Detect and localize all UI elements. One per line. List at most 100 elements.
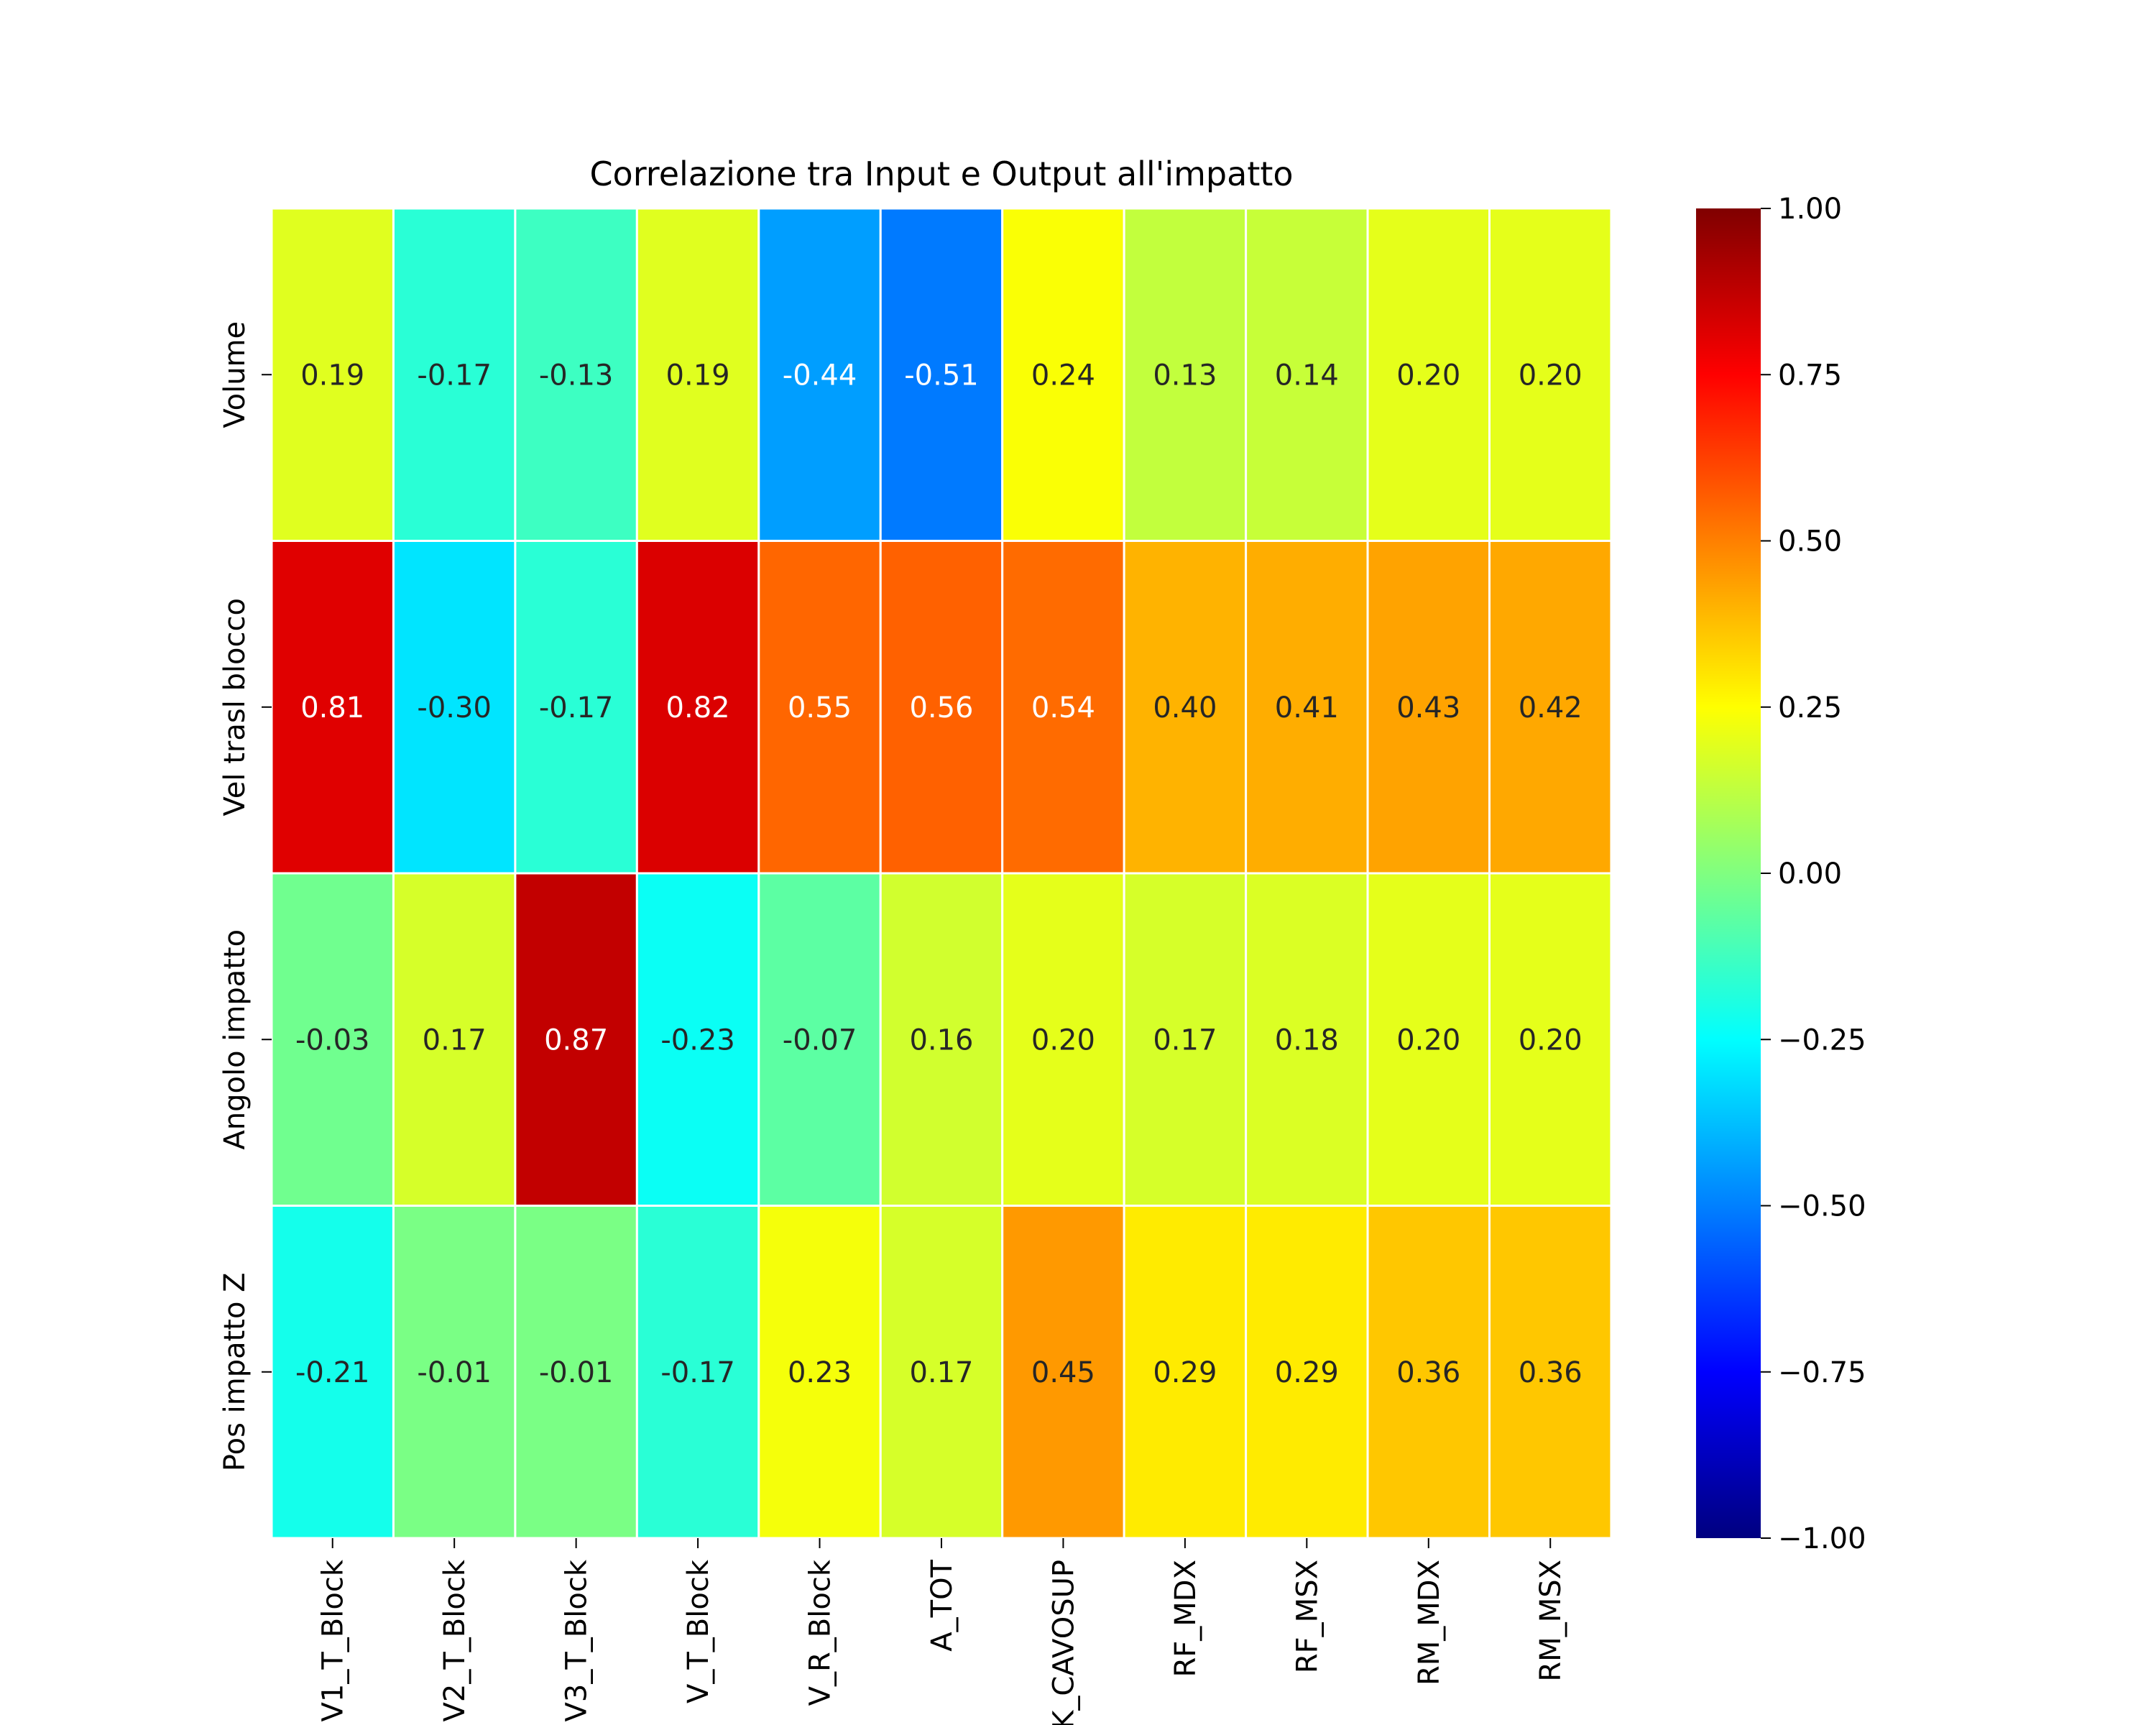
- colorbar-tick-label: 0.00: [1778, 857, 1842, 891]
- heatmap-cell-label: 0.17: [909, 1356, 973, 1389]
- colorbar-gradient: [1696, 208, 1761, 1538]
- colorbar-tick-label: 1.00: [1778, 193, 1842, 226]
- heatmap-cell: [635, 1205, 760, 1540]
- heatmap-cell: [757, 872, 882, 1207]
- heatmap-cell-label: 0.45: [1031, 1356, 1095, 1389]
- heatmap-cell-label: 0.29: [1275, 1356, 1339, 1389]
- heatmap-cell-label: 0.17: [423, 1024, 487, 1057]
- colorbar: [1696, 208, 1761, 1538]
- heatmap-cell-label: 0.19: [666, 359, 730, 392]
- heatmap-cell-label: 0.55: [788, 691, 852, 724]
- x-tick-label: V1_T_Block: [317, 1559, 350, 1721]
- x-tick-label: K_CAVOSUP: [1047, 1560, 1080, 1725]
- colorbar-tick-label: −0.25: [1778, 1024, 1866, 1057]
- heatmap-cell-label: -0.51: [904, 359, 979, 392]
- heatmap-cell: [635, 207, 760, 542]
- heatmap-cell-label: 0.20: [1031, 1024, 1095, 1057]
- y-tick-label: Vel trasl blocco: [218, 598, 252, 816]
- heatmap-cell-labels: 0.19 -0.17 -0.13 0.19 -0.44 -0.51 0.24 0.13 0.14…: [295, 359, 1583, 1389]
- heatmap-cells: [270, 207, 1613, 1540]
- heatmap-cell: [879, 872, 1004, 1207]
- heatmap-cell: [514, 872, 638, 1207]
- heatmap-cell-label: 0.20: [1519, 359, 1583, 392]
- heatmap-cell: [1001, 872, 1125, 1207]
- heatmap-cell: [270, 540, 395, 875]
- y-axis: Volume Vel trasl blocco Angolo impatto Pos …: [218, 321, 272, 1471]
- heatmap-cell: [1488, 872, 1613, 1207]
- heatmap-cell: [1245, 1205, 1369, 1540]
- heatmap-cell-label: -0.01: [417, 1356, 492, 1389]
- colorbar-tick-label: −0.75: [1778, 1356, 1866, 1389]
- colorbar-tick-label: −1.00: [1778, 1522, 1866, 1555]
- heatmap-cell-label: 0.19: [300, 359, 364, 392]
- heatmap-cell-label: -0.30: [417, 691, 492, 724]
- heatmap-cell: [270, 207, 395, 542]
- heatmap-cell-label: 0.54: [1031, 691, 1095, 724]
- heatmap-cell: [757, 1205, 882, 1540]
- heatmap-cell-label: 0.23: [788, 1356, 852, 1389]
- heatmap-cell-label: 0.41: [1275, 691, 1339, 724]
- heatmap-cell: [1488, 1205, 1613, 1540]
- heatmap-cell-label: 0.20: [1396, 1024, 1460, 1057]
- x-tick-label: V_R_Block: [804, 1559, 837, 1706]
- heatmap-cell: [879, 540, 1004, 875]
- heatmap-cell-label: 0.82: [666, 691, 730, 724]
- colorbar-tick-label: 0.25: [1778, 691, 1842, 724]
- heatmap-cell: [392, 540, 517, 875]
- colorbar-tick-label: 0.75: [1778, 359, 1842, 392]
- heatmap-cell: [1366, 1205, 1491, 1540]
- heatmap-cell-label: 0.20: [1396, 359, 1460, 392]
- heatmap-cell-label: -0.17: [417, 359, 492, 392]
- heatmap-cell-label: 0.87: [544, 1024, 608, 1057]
- y-tick-label: Pos impatto Z: [218, 1272, 252, 1471]
- heatmap-cell-label: 0.56: [909, 691, 973, 724]
- heatmap-cell: [1123, 540, 1248, 875]
- heatmap-cell: [392, 1205, 517, 1540]
- heatmap-cell-label: 0.18: [1275, 1024, 1339, 1057]
- heatmap-cell-label: 0.36: [1396, 1356, 1460, 1389]
- x-tick-label: RF_MDX: [1169, 1560, 1202, 1678]
- x-tick-label: V3_T_Block: [561, 1559, 594, 1721]
- heatmap-cell: [1001, 540, 1125, 875]
- heatmap-cell: [514, 1205, 638, 1540]
- heatmap-cell-label: -0.21: [295, 1356, 370, 1389]
- heatmap-cell: [879, 207, 1004, 542]
- heatmap-cell: [757, 540, 882, 875]
- x-tick-label: RM_MDX: [1413, 1560, 1446, 1685]
- heatmap-cell: [1488, 207, 1613, 542]
- heatmap-cell-label: 0.16: [909, 1024, 973, 1057]
- heatmap-cell: [1001, 1205, 1125, 1540]
- x-tick-label: RM_MSX: [1534, 1560, 1567, 1682]
- colorbar-tick-label: 0.50: [1778, 525, 1842, 558]
- heatmap-cell-label: 0.42: [1519, 691, 1583, 724]
- chart-title: Correlazione tra Input e Output all'impa…: [589, 155, 1293, 193]
- heatmap-cell-label: 0.36: [1519, 1356, 1583, 1389]
- heatmap-cell-label: -0.44: [783, 359, 857, 392]
- x-tick-label: V_T_Block: [682, 1559, 715, 1703]
- heatmap-cell-label: -0.17: [660, 1356, 735, 1389]
- heatmap-cell-label: 0.40: [1153, 691, 1217, 724]
- x-tick-label: RF_MSX: [1291, 1560, 1324, 1673]
- heatmap-cell-label: 0.20: [1519, 1024, 1583, 1057]
- colorbar-ticks: 1.00 0.75 0.50 0.25 0.00 −0.25 −0.50 −0.75 −1.00: [1761, 193, 1866, 1555]
- x-tick-label: A_TOT: [926, 1559, 959, 1651]
- heatmap-cell: [879, 1205, 1004, 1540]
- colorbar-tick-label: −0.50: [1778, 1190, 1866, 1223]
- heatmap-cell: [1366, 540, 1491, 875]
- heatmap-cell-label: -0.07: [783, 1024, 857, 1057]
- heatmap-cell: [1245, 540, 1369, 875]
- heatmap-cell-label: 0.29: [1153, 1356, 1217, 1389]
- heatmap-cell-label: 0.24: [1031, 359, 1095, 392]
- heatmap-cell-label: 0.13: [1153, 359, 1217, 392]
- heatmap-cell: [514, 540, 638, 875]
- x-tick-label: V2_T_Block: [438, 1559, 471, 1721]
- heatmap-cell: [1488, 540, 1613, 875]
- heatmap-cell-label: -0.23: [660, 1024, 735, 1057]
- heatmap-cell-label: 0.17: [1153, 1024, 1217, 1057]
- heatmap-cell: [392, 207, 517, 542]
- heatmap-cell-label: 0.14: [1275, 359, 1339, 392]
- heatmap-cell-label: 0.43: [1396, 691, 1460, 724]
- heatmap-cell: [270, 872, 395, 1207]
- heatmap-cell-label: -0.01: [539, 1356, 614, 1389]
